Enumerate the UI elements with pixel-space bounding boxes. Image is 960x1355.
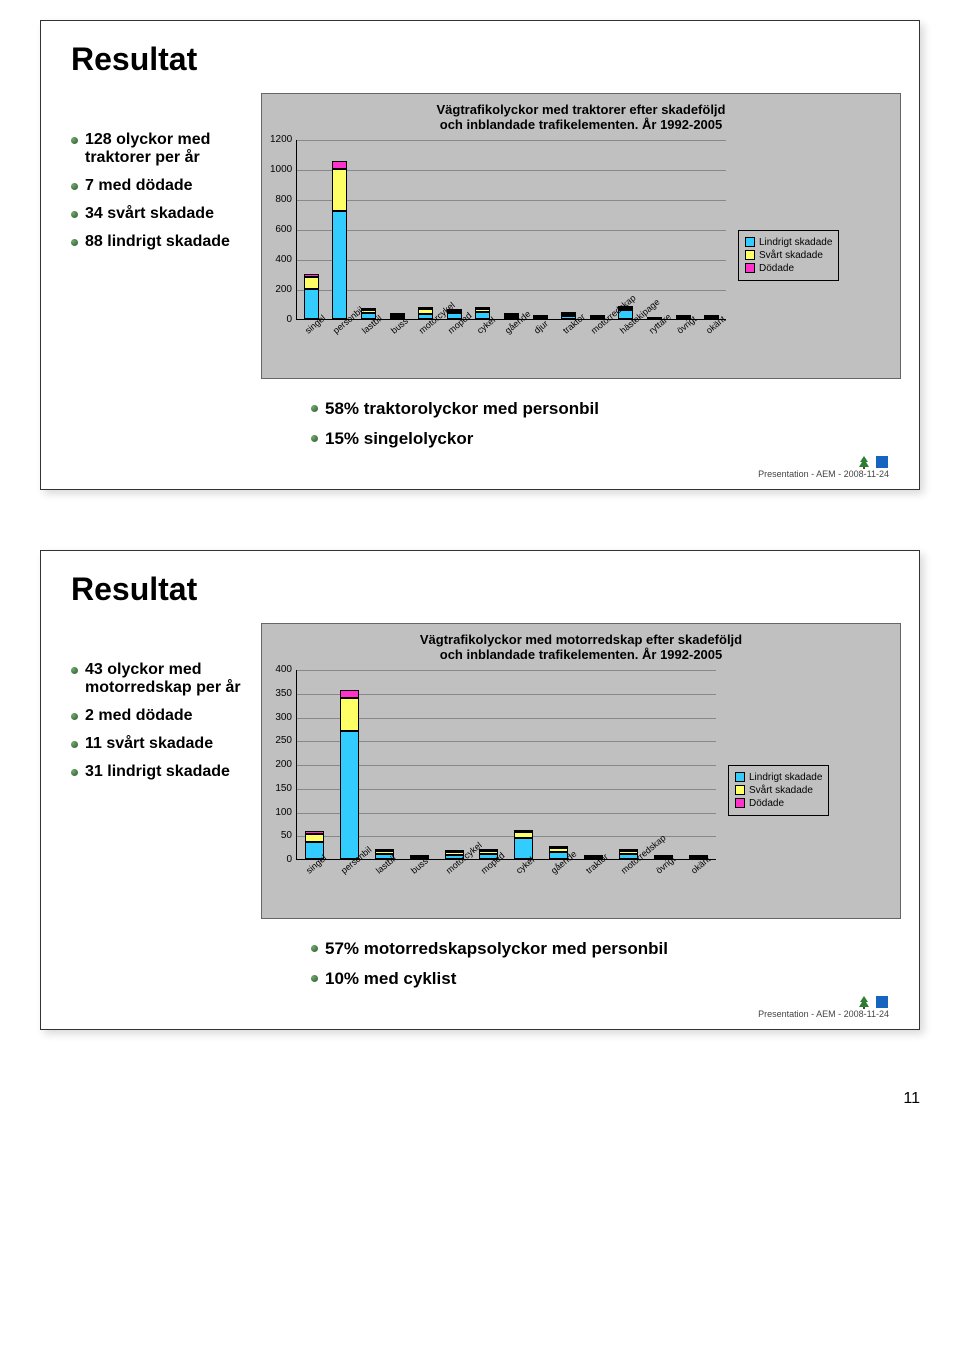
footer-wrap: Presentation - AEM - 2008-11-24 (758, 455, 889, 479)
side-bullets: 128 olyckor med traktorer per år 7 med dö… (71, 121, 251, 261)
legend-item: Lindrigt skadade (745, 237, 832, 248)
bar-segment (304, 277, 319, 289)
footer: Presentation - AEM - 2008-11-24 (758, 995, 889, 1019)
side-bullet: 2 med dödade (71, 707, 251, 725)
legend-swatch (745, 263, 755, 273)
gridline (297, 170, 726, 171)
bottom-bullet: 58% traktorolyckor med personbil (311, 399, 889, 419)
legend-swatch (745, 250, 755, 260)
chart-row: 020040060080010001200singelpersonbillast… (270, 140, 892, 370)
side-bullet: 34 svårt skadade (71, 205, 251, 223)
gridline (297, 230, 726, 231)
slide-title: Resultat (71, 41, 889, 78)
side-bullet: 128 olyckor med traktorer per år (71, 131, 251, 167)
footer-icons (857, 995, 889, 1009)
x-label: okänt (689, 856, 736, 907)
legend-item: Lindrigt skadade (735, 772, 822, 783)
legend-label: Lindrigt skadade (759, 237, 832, 248)
bottom-bullet: 10% med cyklist (311, 969, 889, 989)
legend-item: Dödade (735, 798, 822, 809)
legend-label: Svårt skadade (749, 785, 813, 796)
gridline (297, 836, 716, 837)
chart-plot: 050100150200250300350400 (270, 670, 716, 860)
footer: Presentation - AEM - 2008-11-24 (758, 455, 889, 479)
bar-segment (340, 698, 359, 731)
legend-item: Dödade (745, 263, 832, 274)
side-bullet: 11 svårt skadade (71, 735, 251, 753)
y-axis: 050100150200250300350400 (270, 670, 296, 860)
chart-title: Vägtrafikolyckor med traktorer efter ska… (270, 102, 892, 132)
bar-segment (305, 834, 324, 843)
gridline (297, 260, 726, 261)
page-number: 11 (0, 1090, 960, 1128)
gridline (297, 741, 716, 742)
bottom-bullet: 15% singelolyckor (311, 429, 889, 449)
legend-label: Lindrigt skadade (749, 772, 822, 783)
bar-segment (332, 211, 347, 319)
plot-area (296, 670, 716, 860)
bar-segment (304, 289, 319, 319)
legend-item: Svårt skadade (735, 785, 822, 796)
footer-wrap: Presentation - AEM - 2008-11-24 (758, 995, 889, 1019)
chart-plot-wrap: 050100150200250300350400singelpersonbill… (270, 670, 716, 910)
bottom-bullets: 57% motorredskapsolyckor med personbil 10… (311, 939, 889, 989)
chart-plot: 020040060080010001200 (270, 140, 726, 320)
gridline (297, 765, 716, 766)
x-axis: singelpersonbillastbilbussmotorcykelmope… (296, 860, 716, 910)
legend-swatch (735, 772, 745, 782)
bar (533, 315, 548, 319)
slide: Resultat 128 olyckor med traktorer per år… (40, 20, 920, 490)
tree-icon (857, 995, 871, 1009)
footer-icons (857, 455, 889, 469)
plot-area (296, 140, 726, 320)
legend-swatch (735, 798, 745, 808)
bar-segment (340, 731, 359, 859)
bar (332, 161, 347, 319)
bar-segment (340, 690, 359, 697)
gridline (297, 140, 726, 141)
side-bullet: 88 lindrigt skadade (71, 233, 251, 251)
bar (514, 830, 533, 859)
x-axis: singelpersonbillastbilbussmotorcykelmope… (296, 320, 726, 370)
legend: Lindrigt skadade Svårt skadade Dödade (728, 765, 829, 816)
legend-label: Dödade (749, 798, 784, 809)
y-axis: 020040060080010001200 (270, 140, 296, 320)
gridline (297, 670, 716, 671)
square-icon (875, 995, 889, 1009)
bottom-bullet: 57% motorredskapsolyckor med personbil (311, 939, 889, 959)
bar (340, 690, 359, 859)
legend-label: Svårt skadade (759, 250, 823, 261)
gridline (297, 813, 716, 814)
side-bullet: 43 olyckor med motorredskap per år (71, 661, 251, 697)
bottom-bullets: 58% traktorolyckor med personbil 15% sing… (311, 399, 889, 449)
chart-plot-wrap: 020040060080010001200singelpersonbillast… (270, 140, 726, 370)
bar-segment (533, 317, 548, 319)
bar (304, 274, 319, 319)
footer-text: Presentation - AEM - 2008-11-24 (758, 469, 889, 479)
gridline (297, 694, 716, 695)
legend-swatch (735, 785, 745, 795)
bar-segment (332, 169, 347, 211)
chart-title: Vägtrafikolyckor med motorredskap efter … (270, 632, 892, 662)
side-bullet: 31 lindrigt skadade (71, 763, 251, 781)
gridline (297, 200, 726, 201)
legend-item: Svårt skadade (745, 250, 832, 261)
legend: Lindrigt skadade Svårt skadade Dödade (738, 230, 839, 281)
gridline (297, 718, 716, 719)
side-bullet: 7 med dödade (71, 177, 251, 195)
legend-label: Dödade (759, 263, 794, 274)
side-bullets: 43 olyckor med motorredskap per år 2 med … (71, 651, 251, 791)
bar-segment (332, 161, 347, 169)
chart: Vägtrafikolyckor med motorredskap efter … (261, 623, 901, 919)
gridline (297, 290, 726, 291)
square-icon (875, 455, 889, 469)
chart-row: 050100150200250300350400singelpersonbill… (270, 670, 892, 910)
tree-icon (857, 455, 871, 469)
chart: Vägtrafikolyckor med traktorer efter ska… (261, 93, 901, 379)
footer-text: Presentation - AEM - 2008-11-24 (758, 1009, 889, 1019)
legend-swatch (745, 237, 755, 247)
slide-title: Resultat (71, 571, 889, 608)
gridline (297, 789, 716, 790)
slide: Resultat 43 olyckor med motorredskap per … (40, 550, 920, 1030)
